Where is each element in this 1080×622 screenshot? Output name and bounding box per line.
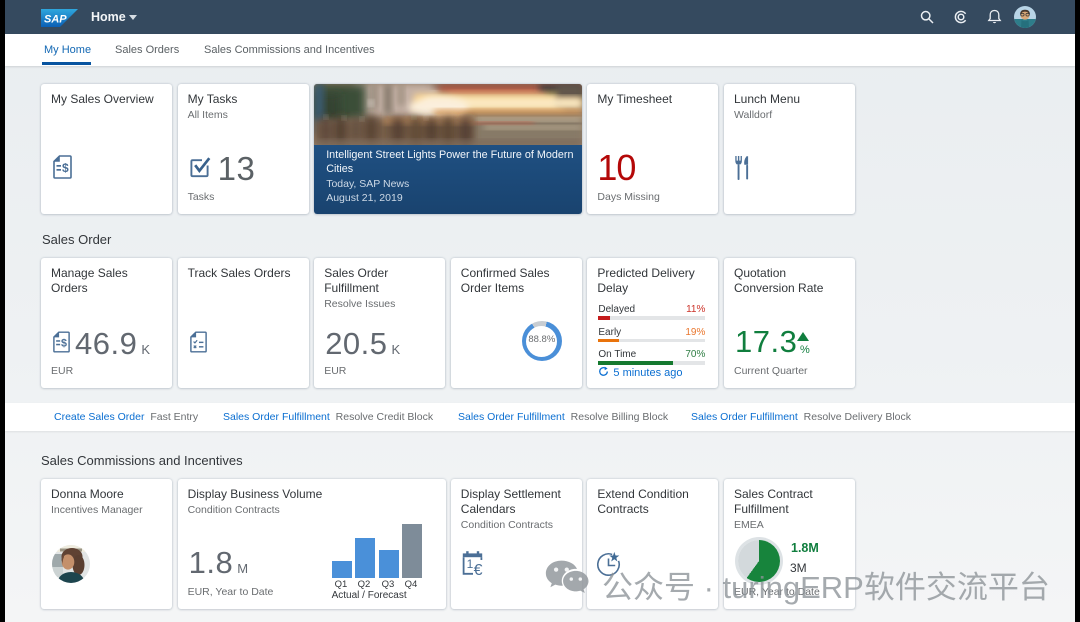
- svg-text:$: $: [61, 337, 67, 349]
- svg-text:SAP: SAP: [44, 14, 67, 26]
- svg-text:$: $: [62, 161, 69, 175]
- svg-text:€: €: [473, 562, 482, 576]
- svg-text:1: 1: [466, 557, 473, 571]
